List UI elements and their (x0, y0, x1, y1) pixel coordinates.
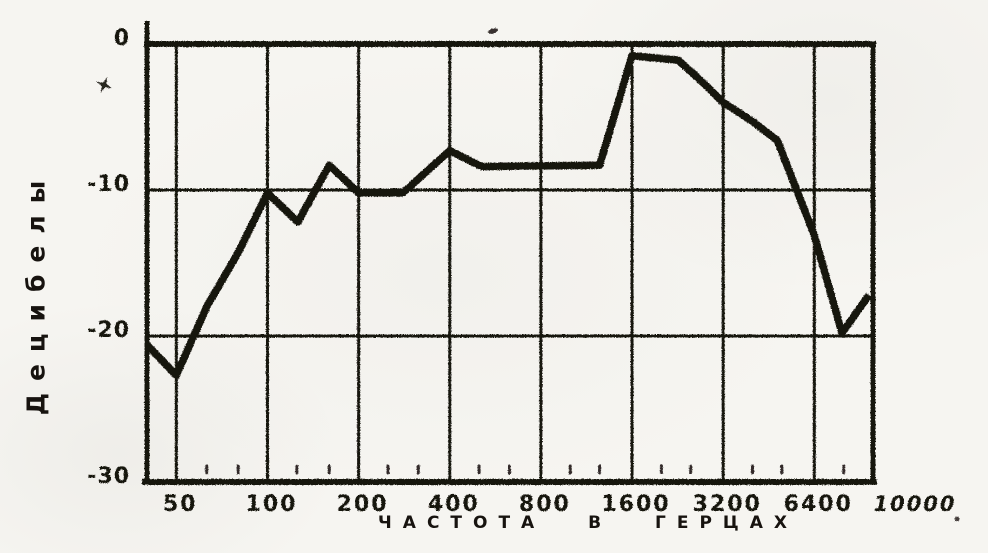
response-curve (144, 51, 873, 380)
y-tick-label: -30 (87, 464, 130, 489)
ink-speck-star (96, 77, 112, 93)
plot-area: 50 100 200 400 800 1600 3200 6400 10000 0 -10 -20 -3… (87, 21, 960, 522)
x-tick-label: 1600 (601, 492, 670, 517)
x-tick-label: 50 (163, 492, 198, 517)
x-tick-label: 10000 (873, 492, 956, 516)
ink-speck (488, 28, 498, 34)
y-tick-label: 0 (114, 26, 130, 51)
x-tick-label: 800 (519, 492, 571, 517)
x-tick-label: 100 (246, 492, 298, 517)
ink-speck-dot (954, 516, 960, 522)
x-tick-label: 200 (337, 492, 389, 517)
y-axis-title: Децибелы (21, 168, 51, 416)
x-axis-title: ЧАСТОТА В ГЕРЦАХ (378, 513, 798, 533)
x-tick-label: 3200 (693, 492, 762, 517)
y-tick-label: -10 (87, 172, 130, 197)
x-tick-label: 400 (428, 492, 480, 517)
x-tick-label: 6400 (784, 492, 853, 517)
y-tick-label: -20 (87, 318, 130, 343)
